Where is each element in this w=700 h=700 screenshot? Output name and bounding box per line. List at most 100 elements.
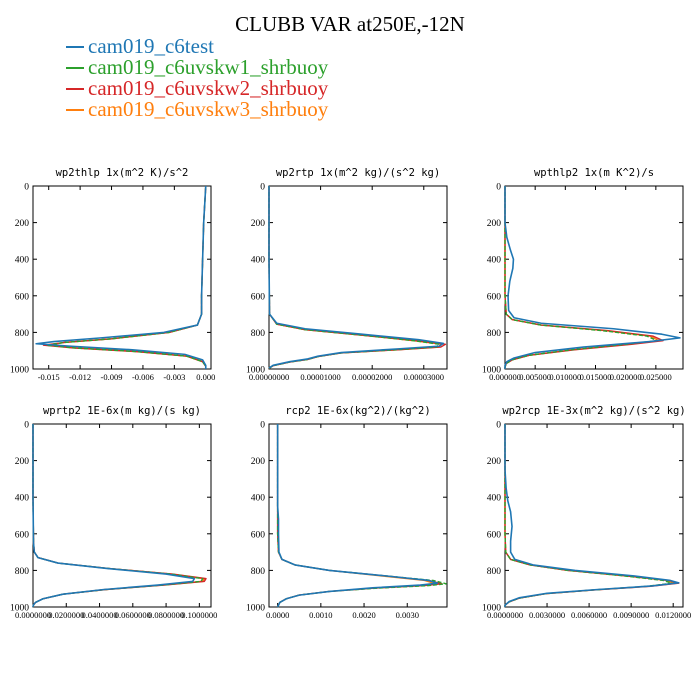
legend-swatch-1 xyxy=(66,45,84,48)
panel-title: wpthlp2 1x(m K^2)/s xyxy=(534,167,654,179)
y-tick-label: 0 xyxy=(260,421,265,431)
y-tick-label: 1000 xyxy=(246,366,265,376)
series-line-3 xyxy=(32,424,207,608)
series-line-1 xyxy=(35,185,207,369)
x-tick-label: 0.0200000 xyxy=(48,610,84,620)
x-tick-label: 0.0010 xyxy=(309,610,332,620)
plot-frame xyxy=(268,423,448,608)
series-line-4 xyxy=(504,424,676,607)
x-tick-label: -0.003 xyxy=(163,372,185,382)
x-tick-label: -0.009 xyxy=(101,372,123,382)
y-tick-label: 1000 xyxy=(10,366,29,376)
series-line-2 xyxy=(32,424,204,608)
panel-4: wprtp2 1E-6x(m kg)/(s kg) 0 200 400 600 800 10… xyxy=(10,405,217,620)
x-tick-label: 0.0090000 xyxy=(613,610,649,620)
x-tick-label: -0.015 xyxy=(38,372,60,382)
x-tick-label: 0.0120000 xyxy=(655,610,691,620)
panel-title: rcp2 1E-6x(kg^2)/(kg^2) xyxy=(285,405,430,417)
y-tick-label: 400 xyxy=(15,256,30,266)
y-tick-label: 600 xyxy=(487,530,502,540)
x-tick-label: 0.00001000 xyxy=(300,372,340,382)
y-tick-label: 0 xyxy=(496,421,501,431)
legend-entry-3: cam019_c6uvskw2_shrbuoy xyxy=(66,78,328,99)
y-tick-label: 400 xyxy=(487,494,502,504)
y-tick-label: 600 xyxy=(251,530,266,540)
legend-label-1: cam019_c6test xyxy=(88,34,214,58)
legend-entry-1: cam019_c6test xyxy=(66,36,328,57)
legend: cam019_c6test cam019_c6uvskw1_shrbuoy ca… xyxy=(66,36,328,120)
x-tick-label: 0.015000 xyxy=(580,372,612,382)
y-tick-label: 1000 xyxy=(10,604,29,614)
series-line-1 xyxy=(504,186,681,369)
x-tick-label: 0.0000 xyxy=(266,610,289,620)
x-tick-label: 0.0000000 xyxy=(15,610,51,620)
x-tick-label: 0.020000 xyxy=(610,372,642,382)
series-line-1 xyxy=(32,424,196,608)
y-tick-label: 800 xyxy=(487,567,502,577)
y-tick-label: 200 xyxy=(487,457,502,467)
y-tick-label: 200 xyxy=(15,219,30,229)
y-tick-label: 600 xyxy=(251,292,266,302)
series-line-4 xyxy=(504,186,660,369)
panel-title: wp2rcp 1E-3x(m^2 kg)/(s^2 kg) xyxy=(502,405,685,417)
y-tick-label: 800 xyxy=(251,329,266,339)
y-tick-label: 800 xyxy=(251,567,266,577)
y-tick-label: 1000 xyxy=(246,604,265,614)
y-tick-label: 400 xyxy=(251,494,266,504)
series-line-2 xyxy=(504,186,658,369)
series-line-4 xyxy=(276,424,437,608)
x-tick-label: 0.0400000 xyxy=(81,610,117,620)
x-tick-label: 0.025000 xyxy=(640,372,672,382)
legend-label-4: cam019_c6uvskw3_shrbuoy xyxy=(88,97,329,121)
x-tick-label: 0.0020 xyxy=(352,610,375,620)
y-tick-label: 200 xyxy=(487,219,502,229)
x-tick-label: 0.0060000 xyxy=(571,610,607,620)
panel-6: wp2rcp 1E-3x(m^2 kg)/(s^2 kg)0 200 400 600 8… xyxy=(482,405,691,620)
figure-title: CLUBB VAR at250E,-12N xyxy=(235,12,465,36)
panel-title: wp2rtp 1x(m^2 kg)/(s^2 kg) xyxy=(276,167,440,179)
y-tick-label: 0 xyxy=(24,183,29,193)
x-tick-label: 0.00000000 xyxy=(249,372,289,382)
y-tick-label: 200 xyxy=(251,457,266,467)
y-tick-label: 200 xyxy=(15,457,30,467)
x-tick-label: 0.000 xyxy=(196,372,215,382)
y-tick-label: 0 xyxy=(260,183,265,193)
series-line-2 xyxy=(504,424,673,607)
x-tick-label: 0.1000000 xyxy=(181,610,217,620)
legend-swatch-3 xyxy=(66,87,84,90)
series-line-2 xyxy=(268,186,440,369)
series-line-3 xyxy=(504,186,664,369)
series-line-1 xyxy=(276,424,439,608)
y-tick-label: 1000 xyxy=(482,366,501,376)
x-tick-label: 0.0600000 xyxy=(115,610,151,620)
legend-label-3: cam019_c6uvskw2_shrbuoy xyxy=(88,76,329,100)
panel-1: wp2thlp 1x(m^2 K)/s^2 0 200 400 600 800 1000 -0… xyxy=(10,167,215,382)
y-tick-label: 800 xyxy=(15,567,30,577)
legend-label-2: cam019_c6uvskw1_shrbuoy xyxy=(88,55,329,79)
x-tick-label: -0.012 xyxy=(69,372,91,382)
x-tick-label: 0.010000 xyxy=(549,372,581,382)
panel-title: wprtp2 1E-6x(m kg)/(s kg) xyxy=(43,405,201,417)
x-tick-label: -0.006 xyxy=(132,372,154,382)
y-tick-label: 800 xyxy=(487,329,502,339)
plot-frame xyxy=(32,423,212,608)
y-tick-label: 0 xyxy=(24,421,29,431)
series-line-4 xyxy=(32,424,206,608)
legend-entry-2: cam019_c6uvskw1_shrbuoy xyxy=(66,57,328,78)
y-tick-label: 800 xyxy=(15,329,30,339)
x-tick-label: 0.00003000 xyxy=(404,372,444,382)
y-tick-label: 400 xyxy=(487,256,502,266)
panel-3: wpthlp2 1x(m K^2)/s020040060080010000.00… xyxy=(482,167,684,382)
y-tick-label: 600 xyxy=(15,292,30,302)
y-tick-label: 600 xyxy=(15,530,30,540)
x-tick-label: 0.0800000 xyxy=(148,610,184,620)
y-tick-label: 400 xyxy=(251,256,266,266)
x-tick-label: 0.0000000 xyxy=(487,610,523,620)
x-tick-label: 0.0030000 xyxy=(529,610,565,620)
panel-2: wp2rtp 1x(m^2 kg)/(s^2 kg) 0 200 400 600 800 1… xyxy=(246,167,448,382)
y-tick-label: 400 xyxy=(15,494,30,504)
legend-swatch-4 xyxy=(66,108,84,111)
x-tick-label: 0.000000 xyxy=(489,372,521,382)
panel-5: rcp2 1E-6x(kg^2)/(kg^2) 0 200 400 600 800 1000… xyxy=(246,405,448,620)
